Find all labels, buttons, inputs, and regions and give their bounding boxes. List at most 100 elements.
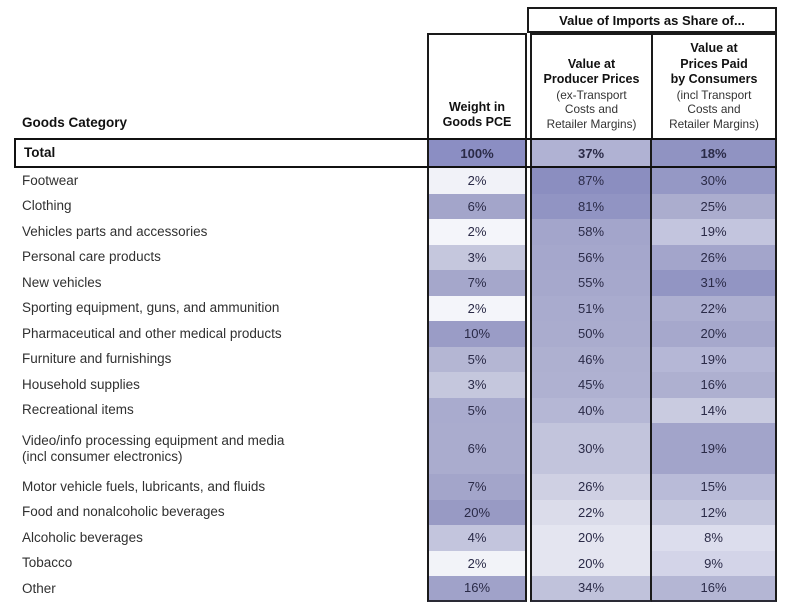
column-gap [527, 270, 530, 296]
column-gap [527, 474, 530, 500]
table-body: Total 100% 37% 18% Footwear 2% 87% 30% Clothing 6… [14, 138, 777, 602]
producer-cell: 26% [530, 474, 652, 500]
table-row: Alcoholic beverages 4% 20% 8% [14, 525, 777, 551]
row-label: Footwear [14, 168, 427, 194]
producer-cell: 22% [530, 499, 652, 525]
consumer-cell: 26% [652, 244, 777, 270]
column-header-consumer-prices: Value at Prices Paid by Consumers (incl … [651, 33, 777, 140]
row-label: Sporting equipment, guns, and ammunition [14, 295, 427, 321]
table-row: New vehicles 7% 55% 31% [14, 270, 777, 296]
row-label: Video/info processing equipment and medi… [14, 423, 427, 474]
column-header-producer-note: (ex-Transport Costs and Retailer Margins… [546, 87, 637, 131]
consumer-cell: 9% [652, 550, 777, 576]
producer-cell: 40% [530, 397, 652, 423]
table-row: Pharmaceutical and other medical product… [14, 321, 777, 347]
column-gap [527, 295, 530, 321]
consumer-cell: 18% [652, 140, 777, 166]
row-label: Furniture and furnishings [14, 346, 427, 372]
weight-cell: 7% [427, 270, 527, 296]
producer-cell: 45% [530, 372, 652, 398]
consumer-cell: 19% [652, 346, 777, 372]
consumer-cell: 14% [652, 397, 777, 423]
producer-cell: 58% [530, 219, 652, 245]
weight-cell: 10% [427, 321, 527, 347]
column-gap [527, 321, 530, 347]
weight-cell: 6% [427, 423, 527, 474]
weight-cell: 2% [427, 168, 527, 194]
producer-cell: 81% [530, 193, 652, 219]
column-header-weight: Weight in Goods PCE [427, 33, 527, 140]
row-label: Clothing [14, 193, 427, 219]
table-row-total: Total 100% 37% 18% [14, 138, 777, 168]
column-header-consumer-label: Value at Prices Paid by Consumers [670, 40, 758, 87]
row-label: Tobacco [14, 550, 427, 576]
table-row: Personal care products 3% 56% 26% [14, 244, 777, 270]
table-row: Video/info processing equipment and medi… [14, 423, 777, 474]
column-gap [527, 140, 530, 166]
column-header-producer-label: Value at Producer Prices [543, 56, 640, 87]
table-row: Furniture and furnishings 5% 46% 19% [14, 346, 777, 372]
table-row: Vehicles parts and accessories 2% 58% 19% [14, 219, 777, 245]
table-row: Clothing 6% 81% 25% [14, 193, 777, 219]
table-row: Recreational items 5% 40% 14% [14, 397, 777, 423]
goods-category-header: Goods Category [22, 115, 128, 130]
weight-cell: 2% [427, 550, 527, 576]
column-gap [527, 397, 530, 423]
weight-cell: 2% [427, 219, 527, 245]
producer-cell: 51% [530, 295, 652, 321]
producer-cell: 37% [530, 140, 652, 166]
row-label: Other [14, 576, 427, 602]
weight-cell: 16% [427, 576, 527, 602]
row-label: Pharmaceutical and other medical product… [14, 321, 427, 347]
weight-cell: 7% [427, 474, 527, 500]
row-label: New vehicles [14, 270, 427, 296]
consumer-cell: 19% [652, 219, 777, 245]
banner-label: Value of Imports as Share of... [559, 12, 745, 28]
row-label: Vehicles parts and accessories [14, 219, 427, 245]
producer-cell: 20% [530, 550, 652, 576]
table-banner-title: Value of Imports as Share of... [527, 7, 777, 33]
weight-cell: 4% [427, 525, 527, 551]
producer-cell: 87% [530, 168, 652, 194]
consumer-cell: 19% [652, 423, 777, 474]
weight-cell: 3% [427, 244, 527, 270]
table-row: Sporting equipment, guns, and ammunition… [14, 295, 777, 321]
weight-cell: 20% [427, 499, 527, 525]
row-label: Motor vehicle fuels, lubricants, and flu… [14, 474, 427, 500]
row-label: Alcoholic beverages [14, 525, 427, 551]
consumer-cell: 31% [652, 270, 777, 296]
table-row: Food and nonalcoholic beverages 20% 22% 12% [14, 499, 777, 525]
consumer-cell: 30% [652, 168, 777, 194]
column-gap [527, 499, 530, 525]
column-header-weight-label: Weight in Goods PCE [442, 99, 512, 130]
row-label: Recreational items [14, 397, 427, 423]
column-header-producer-prices: Value at Producer Prices (ex-Transport C… [530, 33, 653, 140]
table-row: Tobacco 2% 20% 9% [14, 550, 777, 576]
producer-cell: 56% [530, 244, 652, 270]
weight-cell: 6% [427, 193, 527, 219]
table-row: Footwear 2% 87% 30% [14, 168, 777, 194]
column-gap [527, 193, 530, 219]
row-label: Food and nonalcoholic beverages [14, 499, 427, 525]
table-row: Household supplies 3% 45% 16% [14, 372, 777, 398]
producer-cell: 55% [530, 270, 652, 296]
consumer-cell: 25% [652, 193, 777, 219]
producer-cell: 30% [530, 423, 652, 474]
row-label: Personal care products [14, 244, 427, 270]
row-label: Total [14, 140, 427, 166]
column-gap [527, 219, 530, 245]
table-row: Motor vehicle fuels, lubricants, and flu… [14, 474, 777, 500]
weight-cell: 2% [427, 295, 527, 321]
consumer-cell: 22% [652, 295, 777, 321]
row-label: Household supplies [14, 372, 427, 398]
consumer-cell: 16% [652, 372, 777, 398]
column-gap [527, 550, 530, 576]
column-gap [527, 423, 530, 474]
column-gap [527, 525, 530, 551]
table-row: Other 16% 34% 16% [14, 576, 777, 602]
column-gap [527, 244, 530, 270]
column-gap [527, 346, 530, 372]
consumer-cell: 16% [652, 576, 777, 602]
weight-cell: 5% [427, 346, 527, 372]
